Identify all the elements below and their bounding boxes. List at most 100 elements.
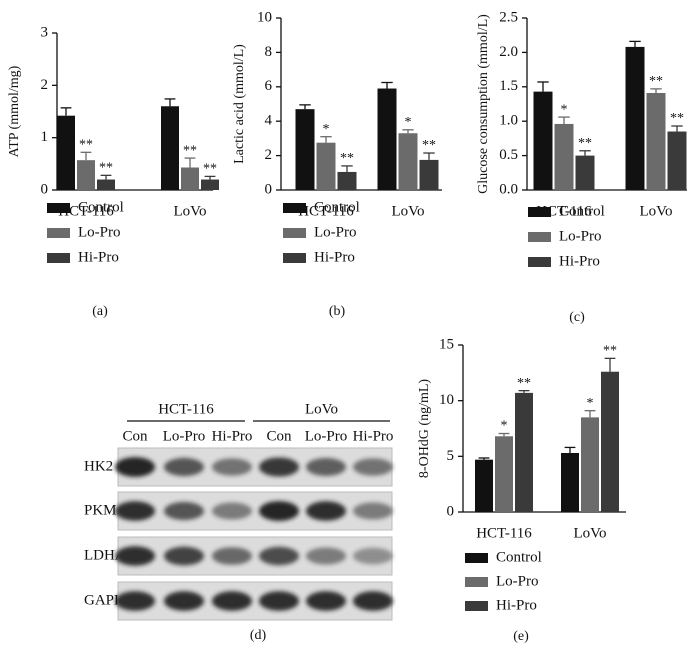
- significance-label: **: [603, 344, 617, 359]
- error-bar: [584, 410, 596, 418]
- blot-band: [306, 591, 346, 611]
- legend-label: Lo-Pro: [78, 224, 121, 240]
- bar: [201, 179, 219, 190]
- bar: [181, 167, 199, 190]
- legend-label: Hi-Pro: [78, 249, 119, 265]
- blot-band: [164, 546, 204, 566]
- y-tick-label: 0: [447, 503, 455, 519]
- bar: [316, 142, 336, 190]
- significance-label: **: [340, 151, 354, 166]
- blot-strip: [117, 491, 393, 531]
- bar: [419, 159, 439, 190]
- bar: [601, 371, 619, 512]
- legend-label: Control: [78, 199, 124, 215]
- lane-label: Hi-Pro: [212, 428, 253, 444]
- bar: [57, 115, 75, 190]
- error-bar: [402, 129, 414, 134]
- significance-label: **: [99, 161, 113, 176]
- legend-swatch: [47, 228, 70, 238]
- lane-label: Lo-Pro: [305, 428, 348, 444]
- row-label: LDHA: [84, 547, 126, 563]
- y-tick-label: 2: [41, 77, 49, 93]
- significance-label: **: [79, 138, 93, 153]
- significance-label: **: [203, 162, 217, 177]
- error-bar: [299, 104, 311, 110]
- significance-label: **: [183, 143, 197, 158]
- error-bar: [558, 116, 570, 124]
- y-tick-label: 2: [265, 147, 273, 163]
- significance-label: **: [422, 138, 436, 153]
- blot-band: [212, 502, 252, 520]
- legend-label: Control: [496, 549, 542, 565]
- significance-label: *: [323, 122, 330, 137]
- significance-label: *: [501, 419, 508, 434]
- bar: [561, 452, 579, 512]
- legend-swatch: [528, 257, 551, 267]
- bar: [398, 133, 418, 190]
- blot-band: [259, 591, 299, 611]
- error-bar: [320, 136, 332, 143]
- error-bar: [498, 432, 510, 437]
- x-tick-label: HCT-116: [58, 203, 114, 219]
- y-tick-label: 1.5: [499, 78, 518, 94]
- error-bar: [204, 175, 216, 180]
- blot-band: [212, 547, 252, 565]
- blot-band: [259, 457, 299, 477]
- bar: [97, 179, 115, 190]
- bar: [533, 91, 553, 190]
- y-tick-label: 3: [41, 24, 49, 40]
- lane-label: Con: [122, 428, 148, 444]
- error-bar: [100, 174, 112, 180]
- y-tick-label: 2.5: [499, 9, 518, 25]
- blot-strip: [117, 581, 393, 621]
- blot-band: [259, 546, 299, 566]
- legend-label: Hi-Pro: [496, 597, 537, 613]
- legend-swatch: [465, 601, 488, 611]
- y-axis-label: Glucose consumption (mmol/L): [476, 14, 491, 194]
- x-tick-label: LoVo: [639, 203, 672, 219]
- legend-label: Lo-Pro: [559, 228, 602, 244]
- legend-swatch: [47, 203, 70, 213]
- y-axis-label: 8-OHdG (ng/mL): [417, 379, 432, 478]
- blot-band: [115, 546, 155, 566]
- error-bar: [604, 357, 616, 372]
- y-tick-label: 10: [439, 392, 454, 408]
- blot-band: [212, 458, 252, 476]
- legend-swatch: [47, 253, 70, 263]
- legend-label: Lo-Pro: [496, 573, 539, 589]
- y-tick-label: 0.0: [499, 181, 518, 197]
- y-tick-label: 8: [265, 44, 273, 60]
- group-label: LoVo: [305, 401, 338, 417]
- x-tick-label: HCT-116: [476, 525, 532, 541]
- legend-label: Lo-Pro: [314, 224, 357, 240]
- significance-label: **: [649, 74, 663, 89]
- error-bar: [341, 165, 353, 172]
- significance-label: **: [670, 111, 684, 126]
- bar: [625, 46, 645, 191]
- y-tick-label: 0.5: [499, 147, 518, 163]
- blot-band: [353, 591, 393, 611]
- panel-label: (c): [569, 310, 585, 325]
- lane-label: Hi-Pro: [353, 428, 394, 444]
- legend-swatch: [528, 232, 551, 242]
- blot-band: [115, 501, 155, 521]
- legend-swatch: [283, 203, 306, 213]
- bar: [575, 155, 595, 190]
- y-tick-label: 4: [265, 113, 273, 129]
- y-axis-label: ATP (mmol/mg): [7, 65, 22, 157]
- legend-swatch: [283, 228, 306, 238]
- y-tick-label: 6: [265, 78, 273, 94]
- blot-band: [306, 458, 346, 476]
- legend-label: Control: [314, 199, 360, 215]
- x-tick-label: LoVo: [573, 525, 606, 541]
- row-label: PKM2: [84, 502, 124, 518]
- significance-label: *: [587, 396, 594, 411]
- bar: [475, 459, 493, 512]
- blot-strip: [117, 536, 393, 576]
- legend-swatch: [465, 577, 488, 587]
- y-axis-label: Lactic acid (mmol/L): [232, 44, 247, 164]
- panel-label: (a): [92, 304, 108, 319]
- bar: [646, 92, 666, 190]
- error-bar: [60, 107, 72, 116]
